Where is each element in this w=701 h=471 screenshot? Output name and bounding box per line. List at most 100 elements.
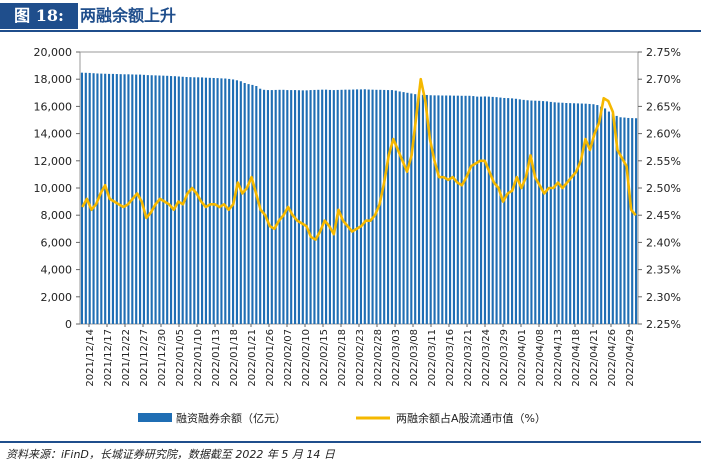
y-right-tick-label: 2.25%: [646, 318, 681, 331]
figure-title-bar: 图 18: 两融余额上升: [0, 0, 701, 30]
bar: [387, 90, 390, 324]
bar: [239, 81, 242, 324]
bar: [332, 90, 335, 324]
bar: [518, 99, 521, 324]
x-tick-label: 2022/03/08: [409, 329, 420, 387]
x-tick-label: 2022/04/18: [571, 329, 582, 387]
bar: [437, 95, 440, 324]
bar: [294, 90, 297, 324]
title-rule: [0, 30, 701, 32]
bar: [561, 102, 564, 324]
bar: [119, 74, 122, 324]
bar: [390, 90, 393, 324]
x-tick-label: 2022/04/29: [625, 329, 636, 387]
bar: [224, 78, 227, 324]
bar: [410, 93, 413, 324]
bar: [154, 75, 157, 324]
figure-title: 两融余额上升: [80, 6, 177, 25]
legend-bar-label: 融资融券余额（亿元）: [176, 411, 286, 425]
bar: [309, 90, 312, 324]
bar: [367, 89, 370, 324]
bar: [127, 74, 130, 324]
bar: [317, 89, 320, 324]
x-tick-label: 2022/04/13: [553, 329, 564, 387]
figure-number: 图 18:: [0, 3, 78, 29]
bar: [495, 97, 498, 325]
bar: [189, 77, 192, 324]
bar: [611, 114, 614, 324]
bar: [588, 103, 591, 324]
bar: [356, 89, 359, 325]
source-note: 资料来源：iFinD，长城证券研究院，数据截至 2022 年 5 月 14 日: [6, 448, 335, 461]
bar: [359, 89, 362, 325]
bar: [352, 89, 355, 324]
bar: [115, 74, 118, 324]
bar: [483, 96, 486, 324]
y-right-tick-label: 2.45%: [646, 209, 681, 222]
bar: [204, 77, 207, 324]
bar: [600, 106, 603, 324]
bar: [441, 95, 444, 324]
bar: [197, 77, 200, 324]
bar: [216, 78, 219, 324]
y-left-tick-label: 2,000: [41, 291, 73, 304]
bar: [573, 103, 576, 325]
bar: [177, 76, 180, 324]
y-left-tick-label: 18,000: [34, 73, 73, 86]
bar: [402, 92, 405, 324]
x-tick-label: 2022/01/10: [193, 329, 204, 387]
bar: [181, 76, 184, 324]
x-tick-label: 2022/01/05: [175, 329, 186, 387]
bar: [545, 101, 548, 325]
y-right-tick-label: 2.50%: [646, 182, 681, 195]
bar: [255, 86, 258, 324]
legend: 融资融券余额（亿元） 两融余额占A股流通市值（%）: [138, 411, 546, 425]
x-tick-label: 2022/03/21: [463, 329, 474, 387]
bar: [530, 100, 533, 324]
bar: [627, 117, 630, 325]
bar: [266, 90, 269, 324]
bar: [418, 94, 421, 324]
bar: [557, 102, 560, 324]
y-right-tick-label: 2.65%: [646, 100, 681, 113]
bar: [464, 95, 467, 324]
bar: [146, 75, 149, 324]
x-tick-label: 2022/03/11: [427, 329, 438, 387]
bar: [514, 98, 517, 324]
bar: [619, 117, 622, 324]
y-left-tick-label: 12,000: [34, 155, 73, 168]
x-tick-label: 2022/04/26: [607, 329, 618, 387]
bar: [263, 89, 266, 324]
bar: [278, 89, 281, 324]
x-tick-label: 2021/12/22: [121, 329, 132, 387]
x-tick-label: 2022/03/16: [445, 329, 456, 387]
bar: [193, 77, 196, 324]
y-left-tick-label: 6,000: [41, 236, 73, 249]
bar: [511, 98, 514, 324]
line-series: [81, 77, 637, 241]
bar: [305, 90, 308, 324]
bar: [282, 89, 285, 324]
bar: [584, 103, 587, 325]
y-left-tick-label: 4,000: [41, 264, 73, 277]
bar-series: [80, 72, 638, 325]
bar: [534, 100, 537, 324]
bar: [425, 94, 428, 324]
bar: [243, 83, 246, 324]
y-left-tick-label: 10,000: [34, 182, 73, 195]
bar: [363, 89, 366, 324]
bar: [491, 96, 494, 324]
bar: [170, 76, 173, 324]
x-tick-label: 2022/03/03: [391, 329, 402, 387]
bar: [270, 90, 273, 324]
x-tick-label: 2022/01/18: [229, 329, 240, 387]
bar: [274, 89, 277, 324]
y-right-tick-label: 2.60%: [646, 128, 681, 141]
y-left-tick-label: 8,000: [41, 209, 73, 222]
bar: [297, 90, 300, 324]
chart: 0 2,000 4,000 6,000 8,000 10,000 12,000 14,000 1…: [34, 46, 681, 425]
bar: [607, 111, 610, 324]
bar: [565, 103, 568, 324]
bar: [111, 73, 114, 325]
bar: [247, 84, 250, 324]
